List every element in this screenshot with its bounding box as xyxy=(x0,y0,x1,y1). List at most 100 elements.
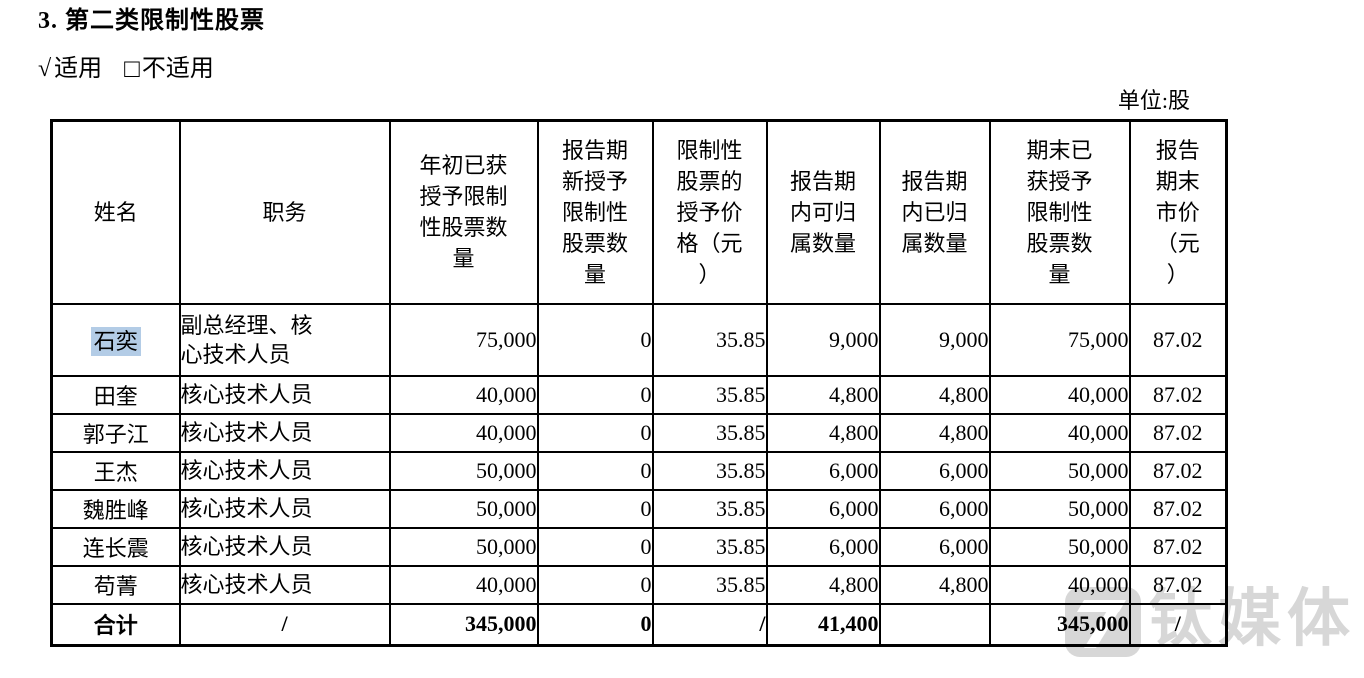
cell-vestable: 6,000 xyxy=(765,450,881,491)
cell-vestable: 4,800 xyxy=(765,564,881,605)
col-header-newly-granted: 报告期 新授予 限制性 股票数 量 xyxy=(536,119,654,305)
cell-vested xyxy=(878,602,991,647)
col-header-granted-end: 期末已 获授予 限制性 股票数 量 xyxy=(988,119,1131,305)
cell-newly-granted: 0 xyxy=(536,564,654,605)
cell-granted-end: 50,000 xyxy=(988,488,1131,529)
cell-name: 郭子江 xyxy=(50,412,181,453)
cell-granted-end: 75,000 xyxy=(988,302,1131,377)
table-row: 王杰 核心技术人员 50,000 0 35.85 6,000 6,000 50,… xyxy=(50,450,1228,491)
cell-granted-start: 345,000 xyxy=(388,602,539,647)
cell-name: 石奕 xyxy=(50,302,181,377)
section-title: 3. 第二类限制性股票 xyxy=(38,8,265,34)
cell-granted-start: 50,000 xyxy=(388,450,539,491)
table-row: 田奎 核心技术人员 40,000 0 35.85 4,800 4,800 40,… xyxy=(50,374,1228,415)
unit-note: 单位:股 xyxy=(1117,88,1190,113)
cell-position: 核心技术人员 xyxy=(178,450,391,491)
cell-granted-start: 40,000 xyxy=(388,564,539,605)
cell-newly-granted: 0 xyxy=(536,602,654,647)
table-row: 石奕 副总经理、核 心技术人员 75,000 0 35.85 9,000 9,0… xyxy=(50,302,1228,377)
cell-position: 副总经理、核 心技术人员 xyxy=(178,302,391,377)
cell-position: 核心技术人员 xyxy=(178,412,391,453)
cell-vestable: 9,000 xyxy=(765,302,881,377)
table-total-row: 合计 / 345,000 0 / 41,400 345,000 / xyxy=(50,602,1228,647)
cell-grant-price: 35.85 xyxy=(651,412,768,453)
cell-granted-end: 50,000 xyxy=(988,450,1131,491)
col-header-granted-start: 年初已获 授予限制 性股票数 量 xyxy=(388,119,539,305)
cell-granted-start: 40,000 xyxy=(388,412,539,453)
cell-grant-price: 35.85 xyxy=(651,488,768,529)
cell-granted-start: 75,000 xyxy=(388,302,539,377)
cell-market-price: 87.02 xyxy=(1128,302,1228,377)
cell-vested: 4,800 xyxy=(878,374,991,415)
table-row: 郭子江 核心技术人员 40,000 0 35.85 4,800 4,800 40… xyxy=(50,412,1228,453)
applicable-label: 适用 xyxy=(54,56,103,82)
col-header-grant-price: 限制性 股票的 授予价 格（元 ） xyxy=(651,119,768,305)
cell-market-price: 87.02 xyxy=(1128,450,1228,491)
cell-market-price: 87.02 xyxy=(1128,374,1228,415)
cell-position: 核心技术人员 xyxy=(178,374,391,415)
cell-granted-start: 50,000 xyxy=(388,526,539,567)
col-header-vestable: 报告期 内可归 属数量 xyxy=(765,119,881,305)
table-row: 连长震 核心技术人员 50,000 0 35.85 6,000 6,000 50… xyxy=(50,526,1228,567)
cell-grant-price: / xyxy=(651,602,768,647)
check-mark-icon: √ xyxy=(38,56,52,82)
selected-text[interactable]: 石奕 xyxy=(90,326,141,356)
cell-vestable: 6,000 xyxy=(765,526,881,567)
cell-vestable: 41,400 xyxy=(765,602,881,647)
cell-total-label: 合计 xyxy=(50,602,181,647)
cell-granted-end: 40,000 xyxy=(988,564,1131,605)
cell-newly-granted: 0 xyxy=(536,450,654,491)
cell-newly-granted: 0 xyxy=(536,374,654,415)
cell-newly-granted: 0 xyxy=(536,488,654,529)
restricted-stock-table: 姓名 职务 年初已获 授予限制 性股票数 量 报告期 新授予 限制性 股票数 量… xyxy=(50,119,1228,647)
table-row: 魏胜峰 核心技术人员 50,000 0 35.85 6,000 6,000 50… xyxy=(50,488,1228,529)
col-header-vested: 报告期 内已归 属数量 xyxy=(878,119,991,305)
cell-name: 田奎 xyxy=(50,374,181,415)
not-applicable-label: 不适用 xyxy=(141,56,214,82)
cell-name: 王杰 xyxy=(50,450,181,491)
cell-grant-price: 35.85 xyxy=(651,374,768,415)
col-header-name: 姓名 xyxy=(50,119,181,305)
cell-grant-price: 35.85 xyxy=(651,526,768,567)
cell-vestable: 4,800 xyxy=(765,374,881,415)
cell-granted-end: 40,000 xyxy=(988,412,1131,453)
table-header-row: 姓名 职务 年初已获 授予限制 性股票数 量 报告期 新授予 限制性 股票数 量… xyxy=(50,119,1228,305)
cell-name: 苟菁 xyxy=(50,564,181,605)
cell-granted-end: 345,000 xyxy=(988,602,1131,647)
cell-name: 魏胜峰 xyxy=(50,488,181,529)
cell-vested: 6,000 xyxy=(878,450,991,491)
cell-granted-start: 40,000 xyxy=(388,374,539,415)
cell-vested: 6,000 xyxy=(878,488,991,529)
applicability-line: √ 适用 □ 不适用 xyxy=(38,53,1364,85)
cell-granted-start: 50,000 xyxy=(388,488,539,529)
cell-grant-price: 35.85 xyxy=(651,564,768,605)
cell-name: 连长震 xyxy=(50,526,181,567)
cell-newly-granted: 0 xyxy=(536,302,654,377)
cell-vested: 4,800 xyxy=(878,412,991,453)
cell-position: 核心技术人员 xyxy=(178,488,391,529)
cell-vested: 4,800 xyxy=(878,564,991,605)
table-row: 苟菁 核心技术人员 40,000 0 35.85 4,800 4,800 40,… xyxy=(50,564,1228,605)
cell-market-price: 87.02 xyxy=(1128,488,1228,529)
cell-vested: 6,000 xyxy=(878,526,991,567)
cell-vestable: 4,800 xyxy=(765,412,881,453)
cell-grant-price: 35.85 xyxy=(651,302,768,377)
col-header-position: 职务 xyxy=(178,119,391,305)
cell-position: / xyxy=(178,602,391,647)
cell-market-price: / xyxy=(1128,602,1228,647)
cell-granted-end: 40,000 xyxy=(988,374,1131,415)
cell-market-price: 87.02 xyxy=(1128,564,1228,605)
cell-position: 核心技术人员 xyxy=(178,526,391,567)
cell-newly-granted: 0 xyxy=(536,412,654,453)
cell-position: 核心技术人员 xyxy=(178,564,391,605)
col-header-market-price: 报告 期末 市价 （元 ） xyxy=(1128,119,1228,305)
cell-vested: 9,000 xyxy=(878,302,991,377)
cell-vestable: 6,000 xyxy=(765,488,881,529)
cell-market-price: 87.02 xyxy=(1128,526,1228,567)
cell-newly-granted: 0 xyxy=(536,526,654,567)
cell-granted-end: 50,000 xyxy=(988,526,1131,567)
cell-grant-price: 35.85 xyxy=(651,450,768,491)
unchecked-checkbox-icon: □ xyxy=(124,54,140,83)
cell-market-price: 87.02 xyxy=(1128,412,1228,453)
